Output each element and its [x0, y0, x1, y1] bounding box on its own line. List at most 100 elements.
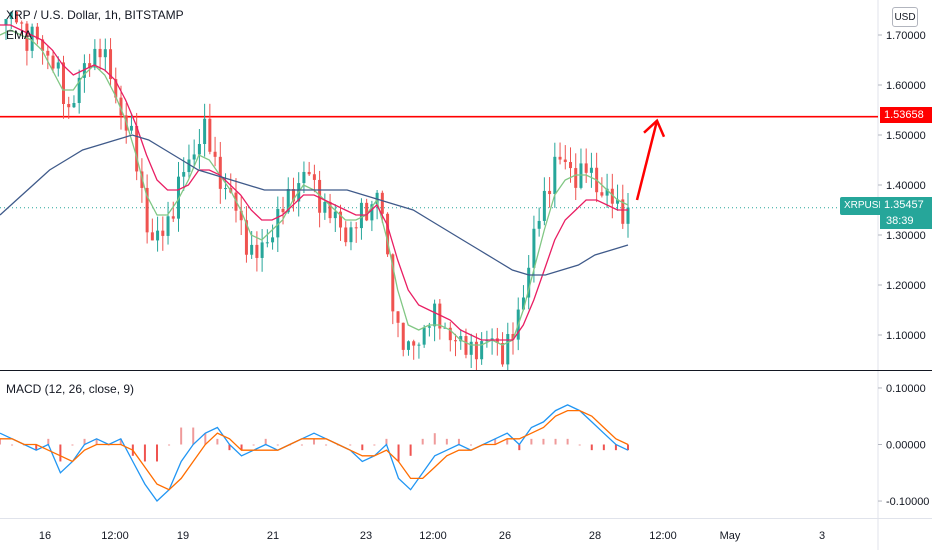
macd-histogram-bar: [494, 438, 497, 445]
candle-body: [187, 159, 191, 173]
candle-body: [406, 341, 410, 350]
candle-body: [93, 48, 97, 68]
macd-histogram-bar: [373, 444, 376, 446]
candle-body: [9, 11, 13, 19]
macd-histogram-bar: [276, 444, 279, 446]
candle-body: [626, 207, 630, 224]
resistance-price-tag: 1.53658: [880, 107, 932, 123]
candle-body: [192, 154, 196, 160]
candle-body: [610, 188, 614, 204]
candle-body: [323, 201, 327, 213]
macd-histogram-bar: [95, 438, 98, 445]
candle-body: [616, 199, 620, 204]
candle-body: [386, 213, 390, 255]
ema-slow-line: [0, 134, 629, 276]
y-tick-label: 1.30000: [886, 230, 926, 242]
candle-body: [589, 167, 593, 173]
macd-histogram-bar: [35, 444, 38, 451]
macd-histogram-bar: [518, 444, 521, 451]
candle-body: [156, 230, 160, 241]
x-tick-label: 28: [589, 530, 601, 542]
candle-body: [41, 39, 45, 51]
macd-histogram-bar: [168, 444, 171, 446]
candle-body: [469, 341, 473, 355]
candle-body: [600, 192, 604, 196]
candle-body: [61, 62, 65, 104]
candle-body: [35, 26, 39, 40]
candle-body: [312, 174, 316, 180]
macd-histogram-bar: [433, 433, 436, 445]
macd-histogram-bar: [421, 438, 424, 445]
candle-body: [14, 11, 18, 23]
candle-body: [98, 48, 102, 58]
macd-histogram-bar: [361, 444, 364, 451]
macd-histogram-bar: [445, 438, 448, 445]
candle-body: [391, 254, 395, 312]
candle-body: [558, 156, 562, 160]
macd-histogram-bar: [300, 444, 303, 446]
macd-histogram-bar: [530, 438, 533, 445]
macd-histogram-bar: [409, 444, 412, 456]
macd-histogram-bar: [11, 444, 14, 446]
currency-button[interactable]: USD: [892, 7, 918, 27]
candle-body: [527, 267, 531, 298]
macd-histogram-bar: [397, 444, 400, 462]
candle-body: [438, 303, 442, 329]
candle-body: [495, 338, 499, 344]
candle-body: [318, 179, 322, 213]
candle-body: [563, 159, 567, 163]
candle-body: [281, 208, 285, 213]
candle-body: [339, 211, 343, 228]
macd-histogram-bar: [590, 444, 593, 451]
candle-body: [265, 242, 269, 244]
candle-body: [480, 341, 484, 360]
candle-body: [501, 343, 505, 365]
candle-body: [30, 26, 34, 51]
x-tick-label: 26: [499, 530, 511, 542]
candle-body: [370, 204, 374, 221]
macd-histogram-bar: [602, 444, 605, 451]
macd-histogram-bar: [554, 438, 557, 445]
candle-body: [574, 168, 578, 188]
indicator-label: EMA: [6, 28, 33, 42]
candle-body: [129, 125, 133, 131]
candle-body: [485, 340, 489, 342]
macd-histogram-bar: [0, 438, 1, 445]
candle-body: [532, 228, 536, 268]
candle-body: [621, 199, 625, 224]
candle-body: [412, 341, 416, 346]
x-tick-label: 16: [39, 530, 51, 542]
candle-body: [464, 336, 468, 355]
candle-body: [490, 338, 494, 341]
candle-body: [548, 190, 552, 195]
macd-histogram-bar: [457, 438, 460, 445]
last-price-tag: 1.35457: [880, 197, 932, 213]
x-tick-label: 12:00: [419, 530, 447, 542]
candle-body: [584, 163, 588, 173]
macd-histogram-bar: [614, 444, 617, 451]
candle-body: [307, 171, 311, 175]
macd-histogram-bar: [240, 444, 243, 451]
macd-histogram-bar: [192, 427, 195, 445]
macd-y-tick-label: -0.10000: [886, 496, 929, 508]
candle-body: [51, 55, 55, 69]
candle-body: [417, 344, 421, 346]
candle-body: [239, 210, 243, 221]
macd-label: MACD (12, 26, close, 9): [6, 382, 135, 396]
candle-body: [161, 230, 165, 236]
macd-histogram-bar: [156, 444, 158, 462]
symbol-tag: XRPUSD: [840, 197, 890, 215]
macd-histogram-bar: [143, 444, 146, 462]
candle-body: [448, 327, 452, 341]
y-tick-label: 1.40000: [886, 180, 926, 192]
candle-body: [537, 220, 541, 229]
candle-body: [82, 63, 86, 78]
macd-histogram-bar: [349, 444, 352, 446]
candle-body: [422, 327, 426, 345]
candle-body: [380, 192, 384, 214]
candle-body: [208, 118, 212, 152]
candles: [4, 10, 630, 370]
candle-body: [271, 237, 275, 243]
candle-body: [119, 97, 123, 116]
